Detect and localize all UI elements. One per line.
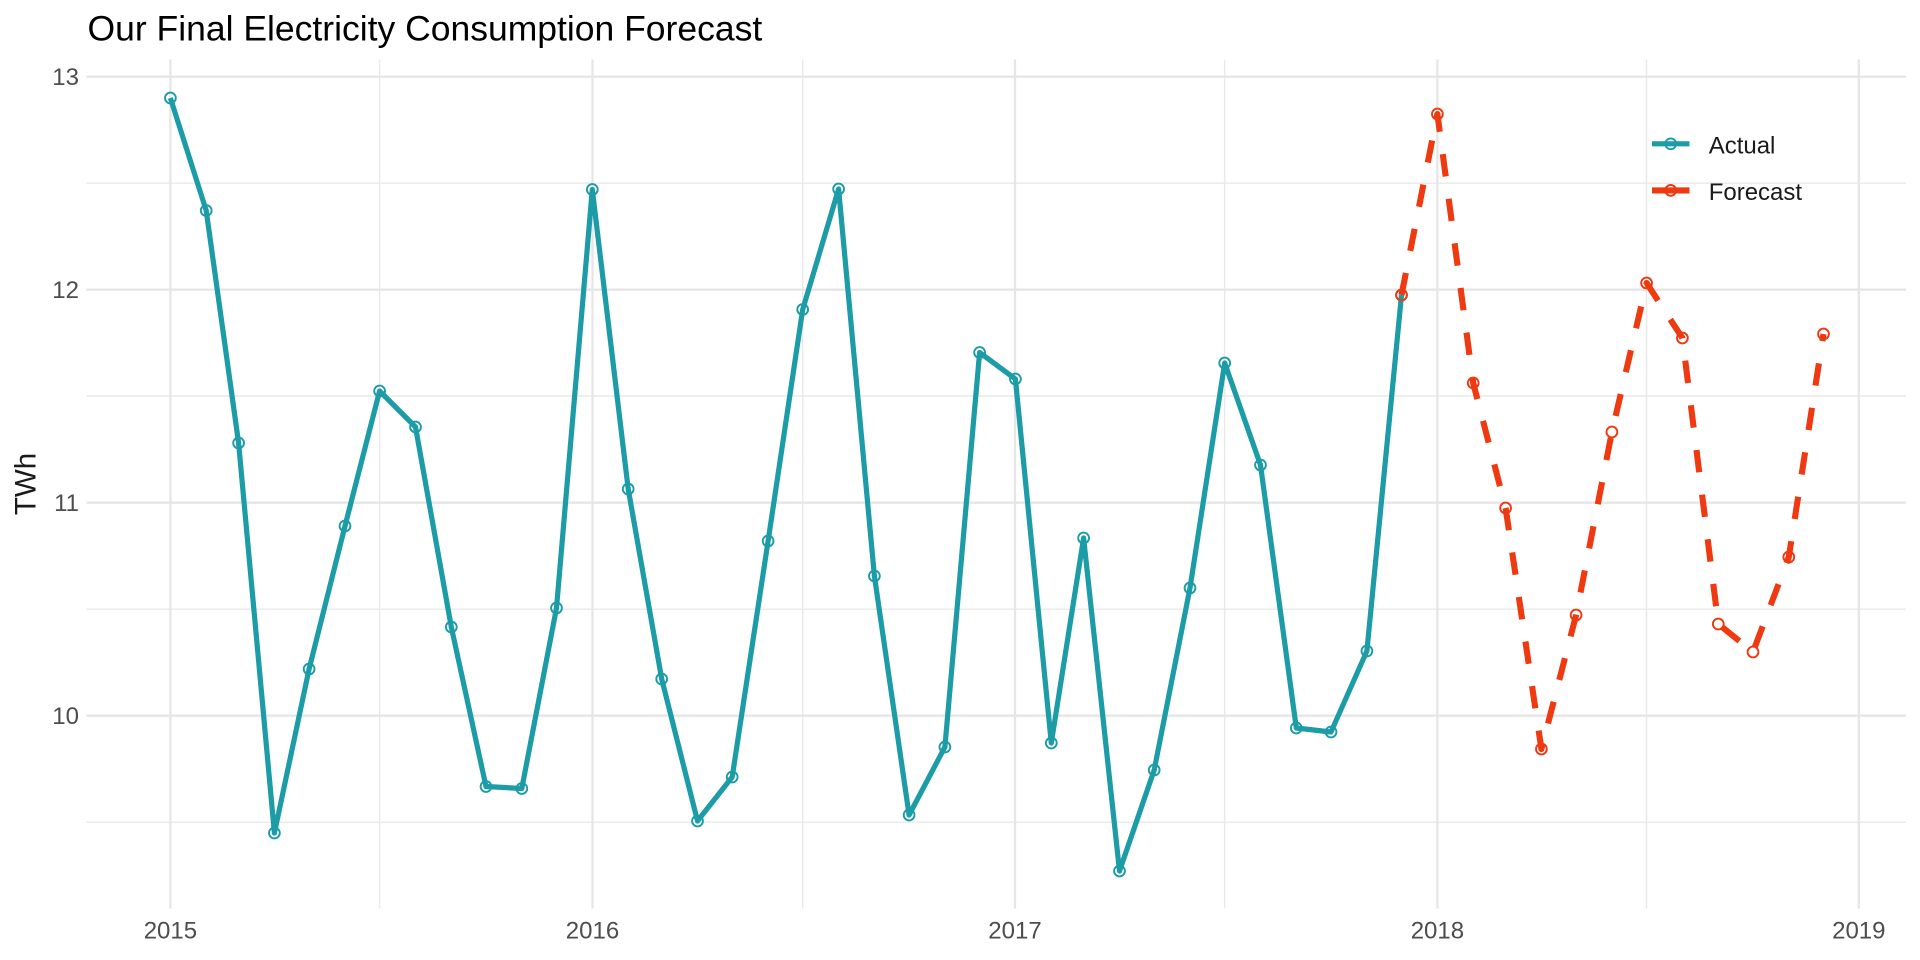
svg-text:2016: 2016	[566, 918, 619, 945]
svg-text:11: 11	[54, 490, 79, 517]
svg-text:Actual: Actual	[1709, 133, 1776, 160]
svg-text:2015: 2015	[144, 918, 197, 945]
svg-text:2018: 2018	[1411, 918, 1464, 945]
svg-text:Our Final Electricity Consumpt: Our Final Electricity Consumption Foreca…	[88, 9, 763, 49]
svg-text:2017: 2017	[988, 918, 1041, 945]
svg-text:10: 10	[52, 703, 79, 730]
svg-text:2019: 2019	[1832, 918, 1885, 945]
svg-text:13: 13	[52, 64, 79, 91]
svg-text:TWh: TWh	[10, 453, 43, 515]
svg-text:Forecast: Forecast	[1709, 179, 1803, 206]
svg-text:12: 12	[52, 277, 79, 304]
